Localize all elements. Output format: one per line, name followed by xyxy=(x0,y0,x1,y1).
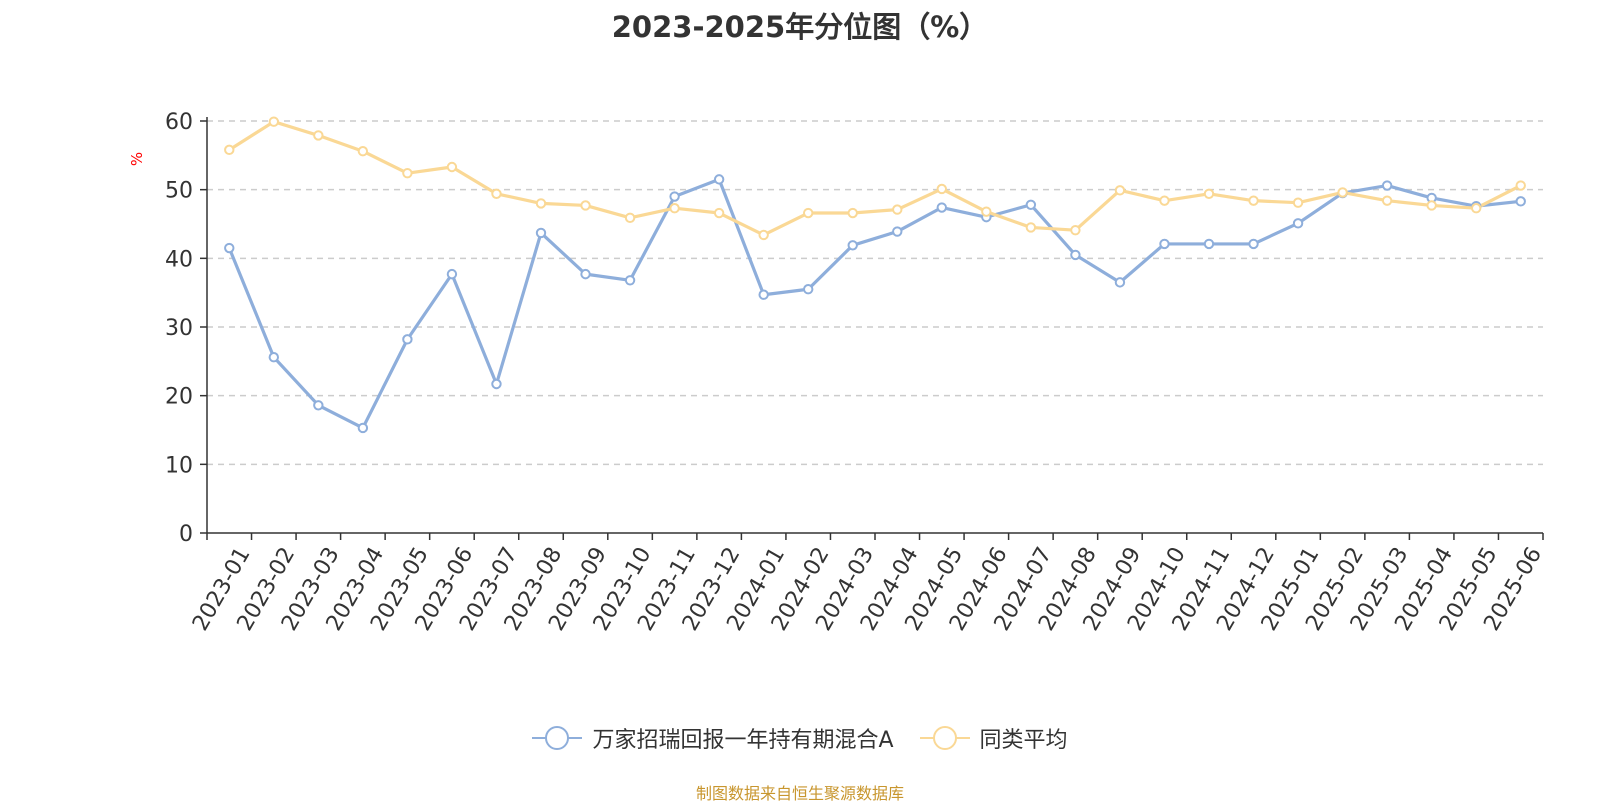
data-point-series-0[interactable] xyxy=(936,202,947,213)
data-point-series-1[interactable] xyxy=(313,130,324,141)
y-tick-label: 50 xyxy=(165,179,193,204)
grid-layer xyxy=(207,120,1543,466)
data-point-series-1[interactable] xyxy=(1426,200,1437,211)
legend-item-average[interactable]: 同类平均 xyxy=(919,722,1068,754)
data-point-series-0[interactable] xyxy=(224,242,235,254)
data-point-series-1[interactable] xyxy=(1070,224,1081,236)
y-tick-label: 20 xyxy=(165,385,193,410)
series-layer xyxy=(224,116,1526,434)
data-point-series-1[interactable] xyxy=(402,167,413,179)
data-point-series-0[interactable] xyxy=(669,191,680,202)
y-tick-label: 10 xyxy=(165,453,193,478)
data-point-series-0[interactable] xyxy=(1159,238,1170,250)
data-point-series-1[interactable] xyxy=(580,200,591,211)
data-point-series-0[interactable] xyxy=(1515,196,1526,207)
y-axis-unit-label: % xyxy=(128,151,147,167)
data-point-series-1[interactable] xyxy=(1159,195,1170,206)
data-point-series-1[interactable] xyxy=(669,203,680,214)
data-point-series-1[interactable] xyxy=(1114,185,1126,196)
data-point-series-1[interactable] xyxy=(1248,195,1259,206)
data-point-series-1[interactable] xyxy=(847,207,858,219)
data-point-series-0[interactable] xyxy=(1203,238,1215,250)
data-point-series-0[interactable] xyxy=(1292,218,1304,229)
data-point-series-1[interactable] xyxy=(535,198,547,209)
y-tick-label: 0 xyxy=(179,522,193,547)
data-point-series-1[interactable] xyxy=(892,204,903,215)
y-tick-label: 60 xyxy=(165,110,193,135)
series-line-0 xyxy=(227,177,1521,430)
data-point-series-1[interactable] xyxy=(758,229,769,241)
legend-item-fund[interactable]: 万家招瑞回报一年持有期混合A xyxy=(532,722,894,754)
data-point-series-0[interactable] xyxy=(624,275,636,286)
data-point-series-0[interactable] xyxy=(313,400,324,411)
data-point-series-1[interactable] xyxy=(224,144,235,156)
data-point-series-1[interactable] xyxy=(1337,187,1348,198)
data-point-series-1[interactable] xyxy=(268,116,279,127)
data-point-series-1[interactable] xyxy=(1203,188,1215,199)
y-tick-label: 40 xyxy=(165,247,193,272)
data-point-series-1[interactable] xyxy=(803,207,814,219)
legend-swatch-average xyxy=(919,725,970,751)
data-point-series-1[interactable] xyxy=(1381,195,1393,206)
legend: 万家招瑞回报一年持有期混合A 同类平均 xyxy=(0,722,1600,754)
data-point-series-1[interactable] xyxy=(624,212,636,224)
data-point-series-0[interactable] xyxy=(1025,199,1037,210)
data-point-series-0[interactable] xyxy=(892,226,903,237)
data-point-series-1[interactable] xyxy=(1471,203,1482,214)
data-source-note: 制图数据来自恒生聚源数据库 xyxy=(695,784,904,803)
legend-swatch-fund xyxy=(532,725,583,751)
data-point-series-1[interactable] xyxy=(936,183,947,195)
data-point-series-0[interactable] xyxy=(1381,180,1393,191)
data-point-series-0[interactable] xyxy=(803,284,814,295)
data-point-series-0[interactable] xyxy=(758,289,769,300)
data-point-series-1[interactable] xyxy=(1025,222,1037,233)
data-point-series-0[interactable] xyxy=(1114,277,1126,288)
data-point-series-1[interactable] xyxy=(357,146,369,157)
data-point-series-1[interactable] xyxy=(713,207,725,219)
legend-label-average: 同类平均 xyxy=(979,728,1068,753)
data-point-series-1[interactable] xyxy=(981,206,992,217)
data-point-series-1[interactable] xyxy=(491,188,502,199)
data-point-series-0[interactable] xyxy=(535,227,547,239)
series-line-1 xyxy=(228,120,1522,237)
legend-label-fund: 万家招瑞回报一年持有期混合A xyxy=(592,728,894,753)
data-point-series-0[interactable] xyxy=(491,378,502,390)
data-point-series-0[interactable] xyxy=(1070,249,1081,261)
data-point-series-0[interactable] xyxy=(446,268,458,280)
data-point-series-0[interactable] xyxy=(1248,238,1259,250)
data-point-series-0[interactable] xyxy=(402,334,413,345)
data-point-series-0[interactable] xyxy=(268,352,279,363)
data-point-series-1[interactable] xyxy=(1515,180,1526,191)
data-point-series-1[interactable] xyxy=(1292,197,1304,208)
data-point-series-0[interactable] xyxy=(580,268,591,280)
data-point-series-0[interactable] xyxy=(713,174,725,185)
data-point-series-0[interactable] xyxy=(357,422,369,434)
data-point-series-0[interactable] xyxy=(847,240,858,251)
data-point-series-1[interactable] xyxy=(446,161,458,173)
chart-title: 2023-2025年分位图（%） xyxy=(611,10,989,44)
y-tick-label: 30 xyxy=(165,316,193,341)
